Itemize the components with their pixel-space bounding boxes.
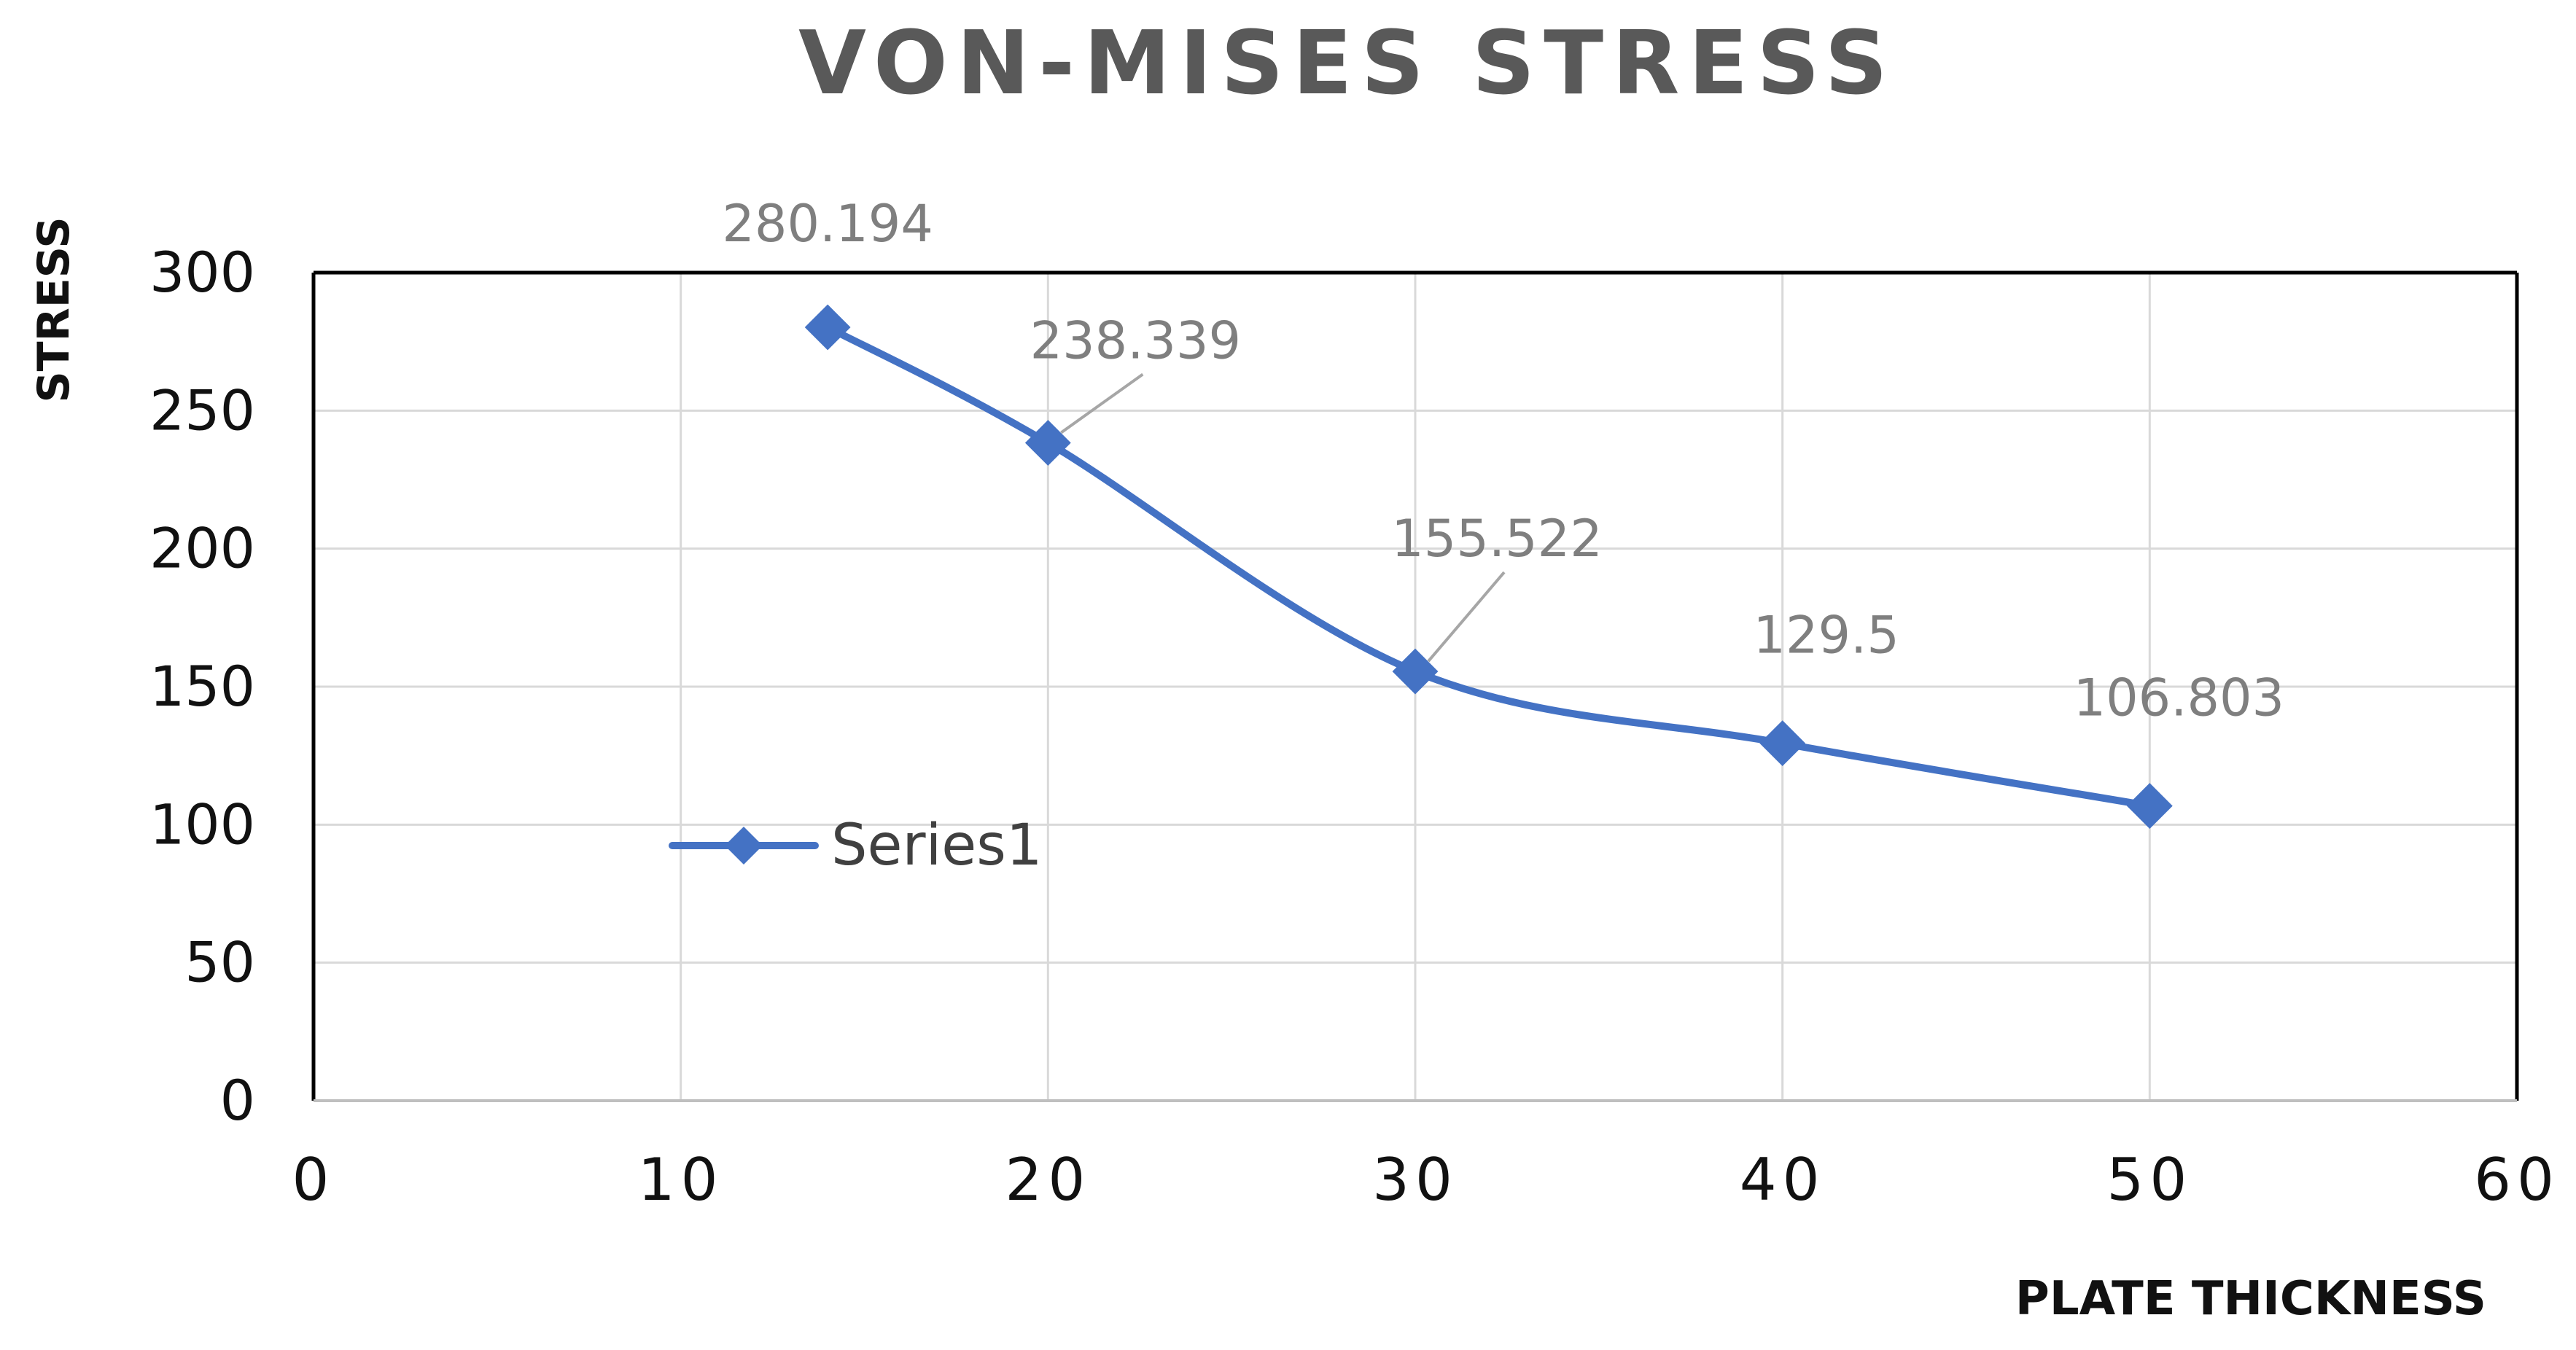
x-tick-label: 10 (638, 1146, 724, 1214)
data-point-marker (804, 304, 851, 351)
x-tick-label: 40 (1740, 1146, 1826, 1214)
data-label-leader (1427, 571, 1506, 663)
chart-title: VON-MISES STRESS (798, 13, 1896, 114)
data-label: 106.803 (2074, 668, 2284, 728)
y-tick-label: 250 (149, 378, 255, 442)
x-axis-title: PLATE THICKNESS (2015, 1272, 2486, 1326)
y-tick-label: 150 (149, 654, 255, 719)
x-tick-label: 30 (1372, 1146, 1458, 1214)
x-tick-label: 0 (292, 1146, 335, 1214)
x-tick-label: 60 (2474, 1146, 2560, 1214)
data-label: 280.194 (722, 194, 933, 254)
y-tick-label: 100 (149, 792, 255, 857)
y-axis-title: STRESS (28, 216, 79, 402)
legend-entry-label: Series1 (831, 813, 1043, 878)
y-tick-label: 50 (184, 930, 255, 995)
data-label: 238.339 (1030, 311, 1241, 370)
y-tick-label: 0 (220, 1068, 255, 1133)
data-point-marker (1392, 648, 1439, 695)
data-point-marker (1759, 720, 1806, 767)
data-label: 155.522 (1391, 509, 1602, 569)
data-label: 129.5 (1753, 606, 1899, 666)
data-label-leader (1060, 372, 1144, 434)
data-point-marker (1024, 420, 1071, 466)
x-tick-label: 20 (1005, 1146, 1091, 1214)
y-tick-label: 200 (149, 516, 255, 581)
data-point-marker (2126, 783, 2173, 829)
y-tick-label: 300 (149, 240, 255, 305)
legend-swatch-marker (725, 827, 763, 865)
x-tick-label: 50 (2106, 1146, 2192, 1214)
